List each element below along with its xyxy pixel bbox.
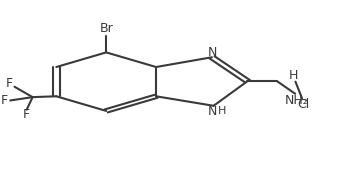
Text: F: F: [6, 76, 13, 90]
Text: H: H: [289, 69, 298, 82]
Text: N: N: [208, 105, 218, 118]
Text: N: N: [208, 46, 218, 59]
Text: NH₂: NH₂: [285, 94, 309, 107]
Text: F: F: [1, 94, 8, 107]
Text: H: H: [218, 106, 226, 116]
Text: F: F: [23, 108, 30, 121]
Text: Br: Br: [99, 22, 113, 35]
Text: Cl: Cl: [297, 98, 310, 111]
